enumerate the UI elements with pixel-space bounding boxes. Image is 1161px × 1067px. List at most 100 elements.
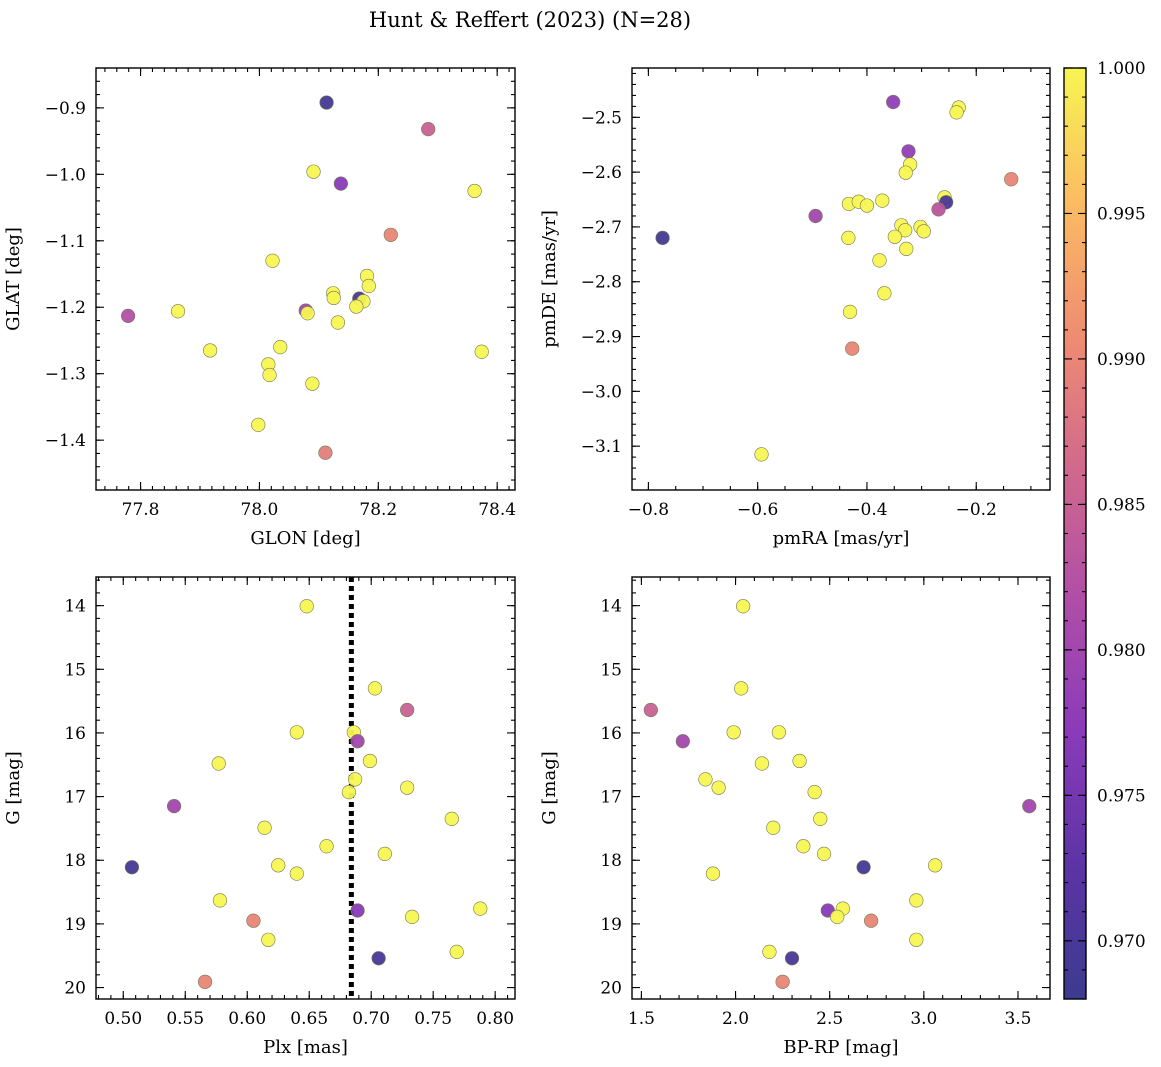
colorbar-tick-label: 1.000 — [1097, 59, 1146, 79]
scatter-point — [766, 820, 781, 835]
x-axis-label: Plx [mas] — [263, 1037, 348, 1058]
x-tick-label: −0.4 — [846, 500, 887, 520]
scatter-point — [246, 913, 261, 928]
y-axis-label: GLAT [deg] — [3, 227, 24, 331]
scatter-point — [467, 183, 482, 199]
scatter-points — [655, 94, 1019, 462]
x-tick-label: 78.4 — [478, 500, 516, 520]
x-tick-label: 78.0 — [241, 500, 279, 520]
scatter-point — [754, 756, 770, 771]
scatter-point — [771, 725, 786, 740]
y-tick-label: −1.4 — [45, 431, 86, 451]
y-tick-label: −2.7 — [581, 218, 622, 238]
y-tick-label: −2.9 — [581, 328, 622, 348]
scatter-point — [845, 341, 860, 356]
y-tick-label: 20 — [600, 979, 622, 999]
x-tick-label: −0.6 — [737, 500, 778, 520]
colorbar-tick-label: 0.990 — [1097, 350, 1146, 370]
scatter-point — [901, 144, 916, 159]
y-tick-label: −3.1 — [581, 437, 622, 457]
scatter-point — [262, 367, 277, 383]
scatter-point — [807, 785, 822, 800]
scatter-point — [886, 94, 901, 110]
scatter-point — [734, 681, 749, 696]
scatter-point — [931, 202, 946, 217]
y-tick-label: 19 — [600, 915, 622, 935]
y-tick-label: 17 — [64, 788, 86, 808]
scatter-point — [859, 198, 875, 213]
scatter-point — [170, 304, 186, 319]
scatter-point — [400, 702, 415, 718]
scatter-point — [444, 811, 459, 826]
scatter-point — [816, 846, 832, 861]
axes-frame — [631, 576, 1051, 1000]
x-axis-label: pmRA [mas/yr] — [773, 528, 910, 549]
scatter-point — [265, 253, 280, 268]
scatter-point — [808, 208, 823, 224]
scatter-point — [203, 343, 218, 358]
scatter-point — [856, 860, 871, 875]
colorbar-tick-label: 0.985 — [1097, 495, 1146, 515]
scatter-point — [319, 839, 334, 854]
scatter-point — [875, 193, 890, 208]
y-tick-label: −1.3 — [45, 365, 86, 385]
y-tick-label: −1.0 — [45, 165, 86, 185]
scatter-point — [711, 780, 726, 795]
y-tick-label: −0.9 — [45, 99, 86, 119]
scatter-point — [350, 903, 365, 918]
scatter-point — [124, 860, 140, 875]
y-axis-label: G [mag] — [3, 751, 24, 824]
y-tick-label: 15 — [64, 660, 86, 680]
scatter-point — [474, 344, 489, 359]
scatter-point — [289, 725, 304, 740]
scatter-point — [735, 599, 751, 614]
axes-frame — [95, 576, 516, 1000]
scatter-point — [726, 725, 741, 740]
x-axis-label: BP-RP [mag] — [783, 1037, 898, 1058]
colorbar-frame — [1063, 67, 1087, 1000]
scatter-point — [421, 122, 436, 137]
y-tick-label: 18 — [600, 851, 622, 871]
scatter-point — [949, 105, 964, 120]
scatter-point — [333, 176, 348, 191]
scatter-point — [872, 253, 887, 268]
scatter-point — [347, 772, 363, 787]
scatter-panel-2: −0.8 −0.6 −0.4 −0.2 −2.5 −2.6 −2.7 −2.8 −2.9 −3.0… — [539, 67, 1051, 549]
scatter-point — [449, 944, 464, 959]
scatter-point — [349, 299, 364, 314]
x-tick-label: −0.8 — [628, 500, 669, 520]
scatter-panel-4: 1.5 2.0 2.5 3.0 3.5 14 15 16 17 18 19 20 BP-RP [mag]… — [539, 576, 1051, 1058]
scatter-point — [400, 780, 415, 795]
scatter-point — [909, 893, 924, 908]
colorbar: 0.970 0.975 0.980 0.985 0.990 0.995 1.000 — [1063, 59, 1146, 1000]
scatter-point — [305, 376, 320, 391]
x-tick-label: 2.0 — [722, 1009, 749, 1029]
scatter-point — [306, 164, 321, 179]
scatter-point — [211, 756, 226, 771]
scatter-point — [841, 230, 856, 245]
panels: 77.8 78.0 78.2 78.4 −0.9 −1.0 −1.1 −1.2 −1.3 −1.4… — [3, 67, 1051, 1058]
scatter-point — [1004, 172, 1019, 187]
scatter-point — [698, 772, 713, 787]
y-tick-label: −2.8 — [581, 273, 622, 293]
x-tick-label: 0.70 — [352, 1009, 390, 1029]
colorbar-tick-label: 0.970 — [1097, 932, 1146, 952]
scatter-point — [643, 702, 658, 718]
scatter-point — [120, 308, 136, 323]
scatter-point — [319, 95, 334, 110]
scatter-point — [916, 224, 931, 239]
minor-ticks — [96, 577, 515, 999]
scatter-point — [864, 913, 879, 928]
scatter-point — [367, 681, 383, 696]
y-tick-label: 15 — [600, 660, 622, 680]
x-tick-label: 0.60 — [228, 1009, 266, 1029]
scatter-point — [1022, 799, 1037, 814]
x-tick-label: 77.8 — [122, 500, 160, 520]
scatter-point — [261, 932, 276, 947]
y-tick-label: −1.2 — [45, 298, 86, 318]
y-tick-label: 16 — [64, 724, 86, 744]
colorbar-tick-label: 0.975 — [1097, 786, 1146, 806]
scatter-point — [898, 223, 913, 238]
scatter-point — [887, 229, 902, 244]
colorbar-gradient — [1064, 68, 1086, 999]
